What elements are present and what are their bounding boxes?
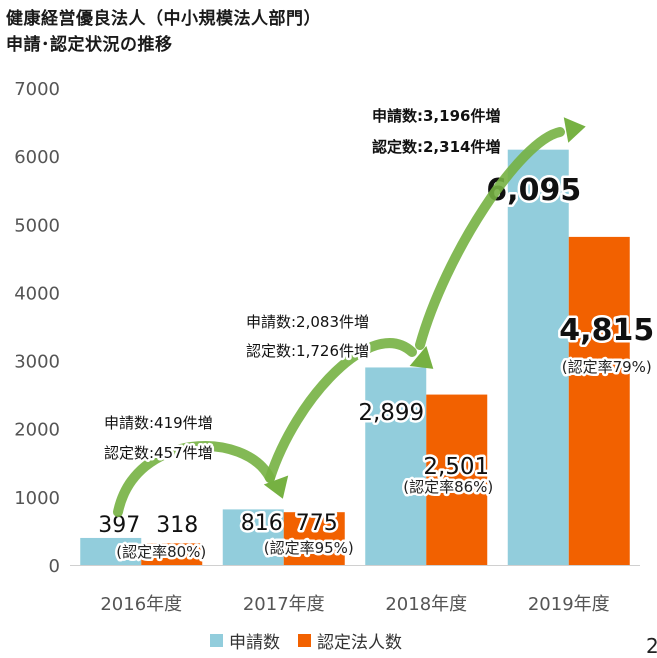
y-tick-label: 6000 [14,147,60,168]
legend-item-application: 申請数 [210,628,280,653]
y-tick-label: 7000 [14,79,60,100]
bar-certified [568,236,630,565]
data-label-certified: 4,815 [559,313,654,348]
data-label-application: 397 [98,513,140,538]
y-tick-label: 4000 [14,283,60,304]
data-label-certified: 775 [296,511,338,536]
x-tick-label: 2019年度 [528,594,610,615]
legend-item-certified: 認定法人数 [298,628,402,653]
arrow-head [263,475,289,499]
data-label-application: 2,899 [358,400,424,426]
legend-swatch-application [210,634,223,647]
increase-annotation-applications: 申請数:3,196件増 [372,107,500,125]
data-label-application: 816 [241,511,283,536]
bar-application [507,149,569,565]
legend-label-application: 申請数 [229,633,280,653]
legend-label-certified: 認定法人数 [317,633,402,653]
increase-annotation-applications: 申請数:2,083件増 [246,313,369,331]
x-tick-label: 2018年度 [385,594,467,615]
y-tick-label: 2000 [14,420,60,441]
data-label-certified: 318 [156,513,198,538]
increase-arrow [265,338,417,483]
increase-annotation-certified: 認定数:1,726件増 [246,342,369,360]
legend-swatch-certified [298,634,311,647]
bar-application [222,509,284,565]
bar-certified [426,394,488,565]
increase-annotation-certified: 認定数:457件増 [104,444,213,462]
data-label-certified: 2,501 [423,454,489,480]
legend: 申請数 認定法人数 [210,628,420,653]
increase-arrow [415,127,565,350]
increase-annotation-applications: 申請数:419件増 [104,414,213,432]
bar-certified [283,512,345,565]
increase-annotation-certified: 認定数:2,314件増 [372,138,500,156]
y-tick-label: 1000 [14,488,60,509]
certification-rate-label: (認定率80%) [116,543,206,561]
chart-title-line1: 健康経営優良法人（中小規模法人部門） [6,9,321,29]
y-tick-label: 0 [49,556,60,577]
x-tick-label: 2017年度 [243,594,325,615]
chart-title-line2: 申請･認定状況の推移 [6,35,173,55]
bar-application [365,367,427,565]
certification-rate-label: (認定率79%) [562,358,652,376]
page-number: 2 [646,634,657,658]
x-tick-label: 2016年度 [100,594,182,615]
y-tick-label: 5000 [14,215,60,236]
arrow-head [563,117,586,143]
bar-application [80,537,142,565]
y-tick-label: 3000 [14,352,60,373]
bar-certified [141,543,203,565]
increase-arrow [113,441,275,517]
certification-rate-label: (認定率86%) [403,478,493,496]
arrow-head [409,346,434,369]
certification-rate-label: (認定率95%) [264,539,354,557]
